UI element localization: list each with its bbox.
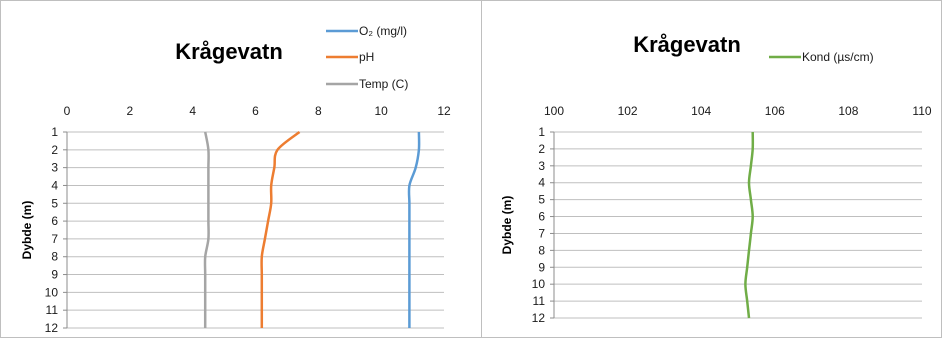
y-tick-label: 3	[538, 159, 545, 173]
y-tick-label: 3	[51, 161, 58, 175]
y-tick-label: 11	[533, 294, 546, 308]
x-tick-label: 0	[64, 104, 71, 118]
y-tick-label: 12	[532, 311, 546, 325]
x-tick-label: 108	[838, 104, 858, 118]
series-line	[409, 132, 419, 328]
y-tick-label: 9	[538, 260, 545, 274]
chart-panel-right: Krågevatn 100 102 104 106 108 110 1 2 3 4 5 6 7 8 9 10 11…	[481, 0, 942, 338]
x-tick-label: 12	[437, 104, 451, 118]
y-tick-label: 7	[51, 232, 58, 246]
y-tick-label: 10	[45, 285, 59, 299]
x-tick-label: 106	[765, 104, 785, 118]
y-tick-label: 6	[51, 214, 58, 228]
series-line	[205, 132, 209, 328]
x-tick-label: 100	[544, 104, 564, 118]
y-tick-label: 5	[538, 193, 545, 207]
y-axis-title: Dybde (m)	[500, 196, 514, 255]
y-tick-label: 2	[51, 143, 58, 157]
series-line	[745, 132, 752, 318]
chart-title: Krågevatn	[175, 39, 283, 64]
legend-label: O₂ (mg/l)	[359, 24, 407, 38]
chart-panel-left: Krågevatn 0 2 4 6 8 10 12 1 2 3 4 5 6 7 8 9 10 11 12 Dybde (…	[0, 0, 482, 338]
x-tick-label: 4	[189, 104, 196, 118]
y-tick-label: 8	[51, 250, 58, 264]
series-line	[262, 132, 300, 328]
x-tick-label: 6	[252, 104, 259, 118]
y-tick-label: 1	[51, 125, 58, 139]
y-tick-label: 12	[45, 321, 59, 335]
y-tick-label: 1	[538, 125, 545, 139]
y-tick-label: 4	[538, 176, 545, 190]
x-tick-label: 104	[691, 104, 711, 118]
y-tick-label: 6	[538, 210, 545, 224]
legend-label: Kond (µs/cm)	[802, 50, 874, 64]
y-tick-label: 8	[538, 243, 545, 257]
y-tick-label: 9	[51, 268, 58, 282]
x-tick-label: 8	[315, 104, 322, 118]
legend-label: pH	[359, 50, 374, 64]
chart-title: Krågevatn	[633, 32, 741, 57]
y-tick-label: 11	[46, 303, 59, 317]
y-axis-title: Dybde (m)	[20, 201, 34, 260]
y-tick-label: 10	[532, 277, 546, 291]
y-tick-label: 7	[538, 226, 545, 240]
x-tick-label: 2	[126, 104, 133, 118]
y-tick-label: 2	[538, 142, 545, 156]
legend-label: Temp (C)	[359, 77, 408, 91]
y-tick-label: 5	[51, 196, 58, 210]
y-tick-label: 4	[51, 178, 58, 192]
x-tick-label: 102	[618, 104, 638, 118]
x-tick-label: 110	[912, 104, 931, 118]
x-tick-label: 10	[374, 104, 388, 118]
